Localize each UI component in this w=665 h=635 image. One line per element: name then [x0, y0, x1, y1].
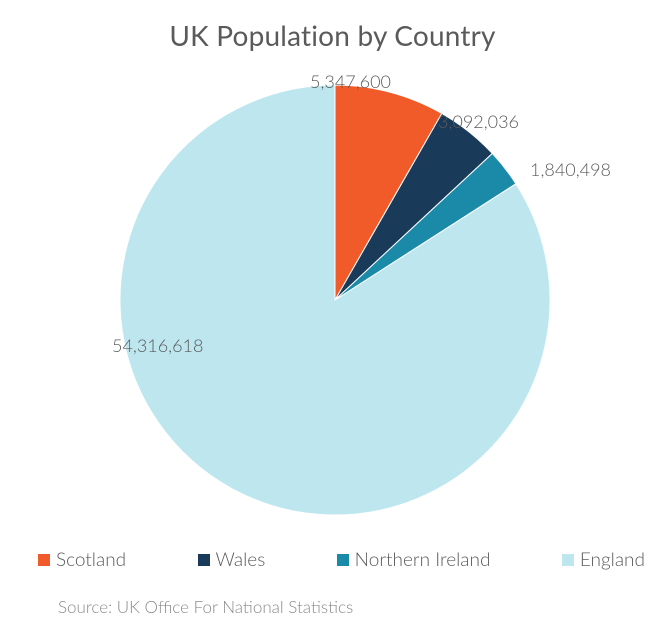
- data-label-scotland: 5,347,600: [310, 70, 391, 92]
- chart-title: UK Population by Country: [0, 18, 665, 52]
- legend-item-wales: Wales: [198, 548, 266, 571]
- data-label-northern-ireland: 1,840,498: [530, 158, 611, 180]
- legend-swatch: [562, 554, 574, 566]
- legend-label: Scotland: [56, 548, 126, 571]
- data-label-wales: 3,092,036: [438, 110, 519, 132]
- pie-chart-svg: [115, 80, 555, 520]
- legend: Scotland Wales Northern Ireland England: [38, 548, 645, 571]
- data-label-england: 54,316,618: [112, 334, 203, 356]
- legend-label: England: [580, 548, 645, 571]
- legend-item-england: England: [562, 548, 645, 571]
- legend-label: Wales: [216, 548, 266, 571]
- legend-label: Northern Ireland: [355, 548, 491, 571]
- legend-item-scotland: Scotland: [38, 548, 126, 571]
- pie-chart-container: UK Population by Country 5,347,600 3,092,…: [0, 0, 665, 635]
- legend-swatch: [198, 554, 210, 566]
- legend-swatch: [337, 554, 349, 566]
- legend-swatch: [38, 554, 50, 566]
- chart-source: Source: UK Office For National Statistic…: [58, 596, 353, 617]
- legend-item-northern-ireland: Northern Ireland: [337, 548, 491, 571]
